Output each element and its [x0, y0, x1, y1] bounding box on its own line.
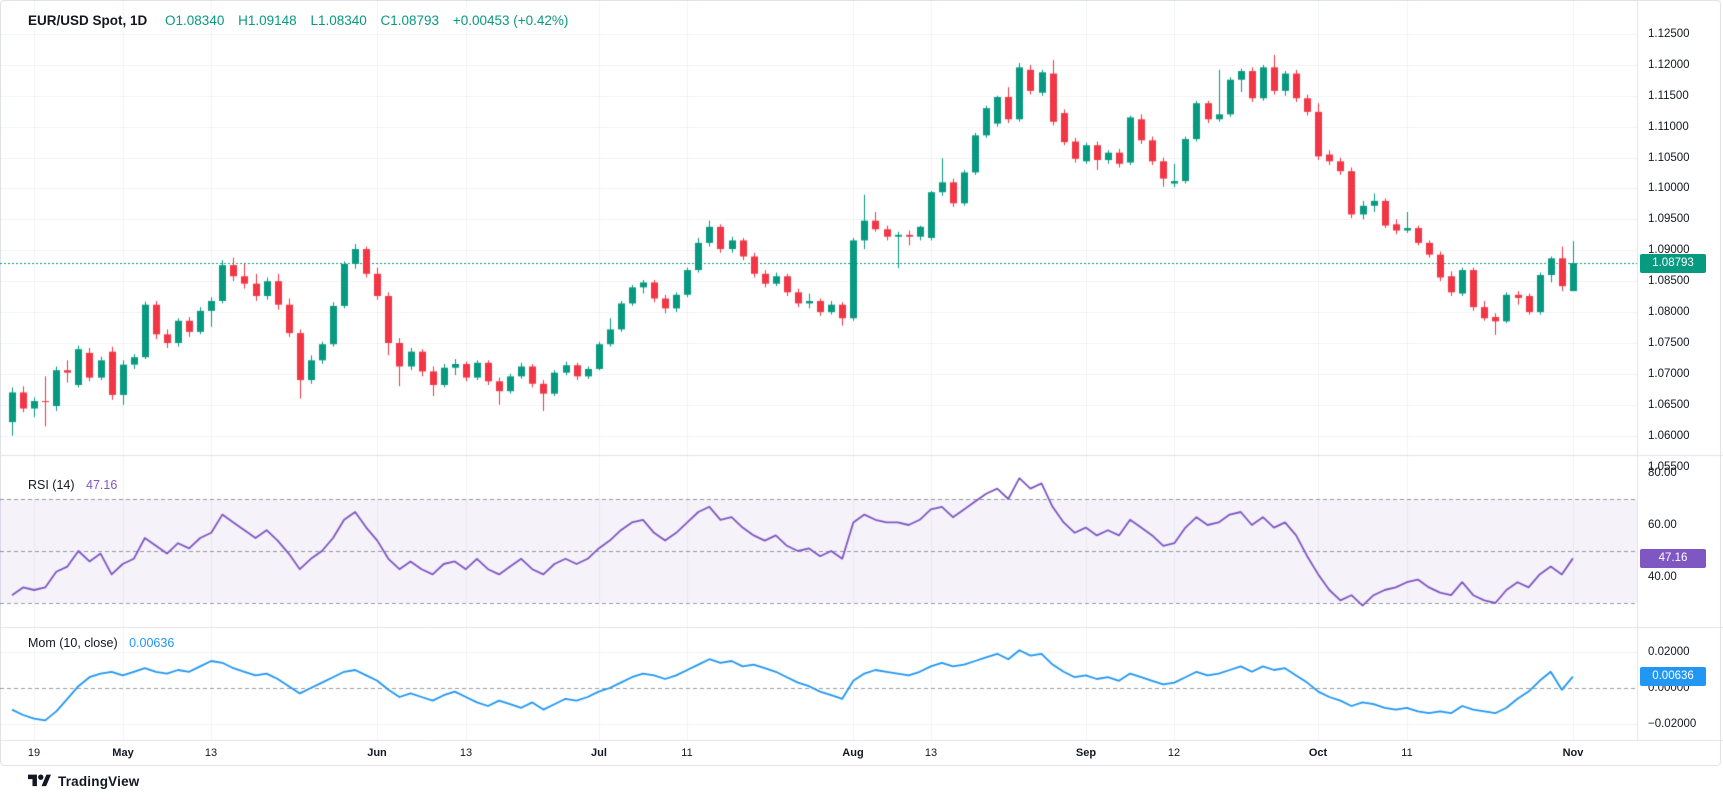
price-axis-label: 1.07000	[1648, 368, 1690, 380]
last-price-badge: 1.08793	[1640, 254, 1706, 273]
attribution-text: TradingView	[58, 773, 140, 789]
mom-axis-label: 0.02000	[1648, 646, 1690, 658]
mom-value-badge: 0.00636	[1640, 667, 1706, 686]
legend-close: C1.08793	[380, 13, 440, 28]
rsi-value-badge: 47.16	[1640, 549, 1706, 568]
price-axis-label: 1.11000	[1648, 121, 1689, 133]
price-axis-label: 1.08500	[1648, 275, 1690, 287]
legend-open: O1.08340	[165, 13, 225, 28]
price-axis-label: 1.06500	[1648, 399, 1690, 411]
rsi-value: 47.16	[86, 478, 118, 492]
price-axis-label: 1.05500	[1648, 461, 1690, 473]
mom-legend: Mom (10, close) 0.00636	[28, 636, 174, 650]
time-axis-tick: Jun	[367, 747, 387, 759]
legend-change: +0.00453 (+0.42%)	[452, 13, 569, 28]
price-axis-label: 1.07500	[1648, 337, 1690, 349]
legend-high: H1.09148	[238, 13, 297, 28]
rsi-axis-label: 40.00	[1648, 571, 1677, 583]
time-axis-tick: Aug	[842, 747, 864, 759]
rsi-axis-label: 60.00	[1648, 519, 1677, 531]
time-axis-tick: Nov	[1562, 747, 1584, 759]
rsi-legend: RSI (14) 47.16	[28, 478, 117, 492]
price-axis-label: 1.06000	[1648, 430, 1690, 442]
price-axis-label: 1.09500	[1648, 213, 1690, 225]
time-axis-tick: Oct	[1308, 747, 1328, 759]
price-axis-label: 1.10000	[1648, 182, 1690, 194]
time-axis-tick: 13	[204, 747, 218, 759]
symbol-legend: EUR/USD Spot, 1D O1.08340 H1.09148 L1.08…	[28, 13, 578, 28]
time-axis-tick: 12	[1167, 747, 1181, 759]
legend-low: L1.08340	[310, 13, 367, 28]
tradingview-logo-icon	[28, 772, 51, 790]
mom-label[interactable]: Mom (10, close)	[28, 636, 118, 650]
price-axis-label: 1.12000	[1648, 59, 1690, 71]
time-axis-tick: Sep	[1075, 747, 1097, 759]
time-axis-tick: May	[112, 747, 134, 759]
price-axis-label: 1.11500	[1648, 90, 1689, 102]
mom-axis-label: −0.02000	[1648, 718, 1697, 730]
time-axis-tick: Jul	[591, 747, 607, 759]
attribution-bar[interactable]: TradingView	[28, 772, 139, 790]
price-axis-label: 1.12500	[1648, 28, 1690, 40]
time-axis-tick: 19	[27, 747, 41, 759]
price-axis-label: 1.10500	[1648, 152, 1690, 164]
rsi-axis-label: 80.00	[1648, 467, 1677, 479]
time-axis-tick: 11	[1401, 747, 1413, 759]
time-axis-tick: 11	[681, 747, 693, 759]
time-axis-tick: 13	[924, 747, 938, 759]
symbol-title[interactable]: EUR/USD Spot, 1D	[28, 13, 148, 28]
price-axis-label: 1.08000	[1648, 306, 1690, 318]
mom-value: 0.00636	[129, 636, 175, 650]
price-axis-label: 1.09000	[1648, 244, 1690, 256]
rsi-label[interactable]: RSI (14)	[28, 478, 75, 492]
time-axis-tick: 13	[459, 747, 473, 759]
